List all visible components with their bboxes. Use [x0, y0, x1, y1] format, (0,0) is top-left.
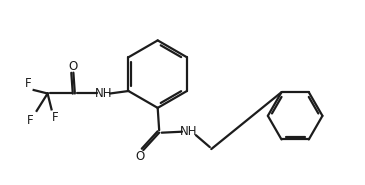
Text: F: F — [52, 111, 58, 124]
Text: NH: NH — [95, 87, 112, 100]
Text: F: F — [24, 77, 31, 90]
Text: O: O — [135, 149, 145, 162]
Text: F: F — [27, 114, 34, 127]
Text: O: O — [69, 60, 78, 73]
Text: NH: NH — [180, 125, 198, 138]
